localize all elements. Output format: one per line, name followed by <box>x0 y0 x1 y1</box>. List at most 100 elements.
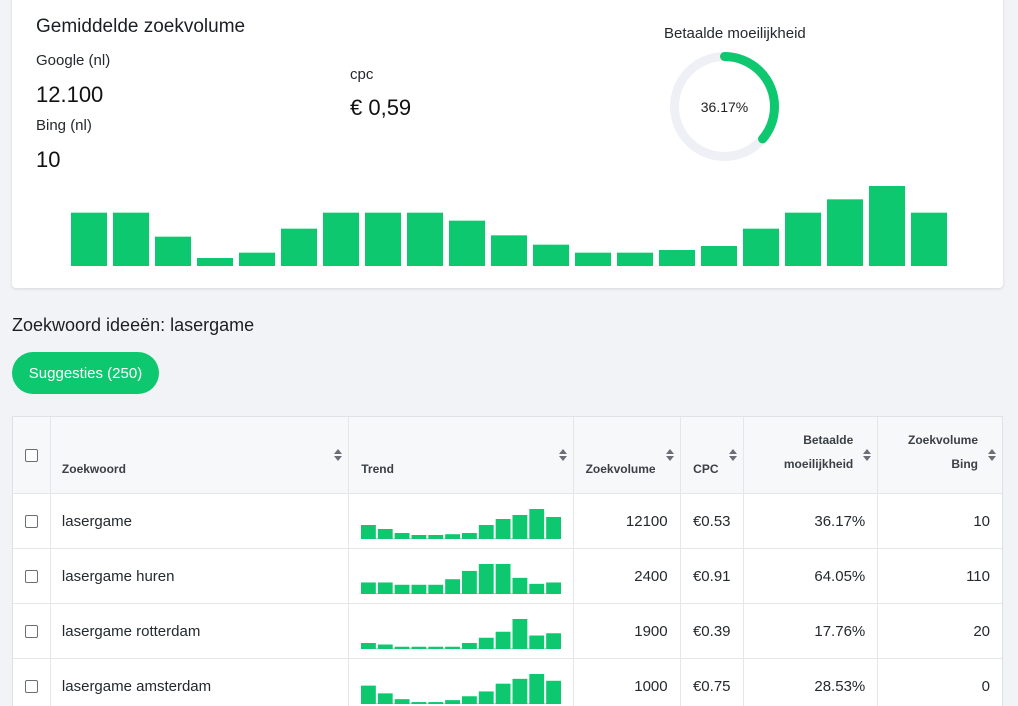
trend-sparkline <box>361 674 562 704</box>
donut-progress-arc <box>670 52 779 161</box>
sort-icon[interactable] <box>863 449 872 461</box>
trend-bar <box>546 582 562 594</box>
trend-bar <box>479 691 494 704</box>
row-select-cell <box>13 604 51 658</box>
bing-volume: 10 <box>36 147 61 172</box>
trend-bar <box>378 693 393 704</box>
summary-card: Gemiddelde zoekvolume Google (nl) 12.100… <box>12 0 1003 288</box>
table-row: lasergame 12100 €0.53 36.17% 10 <box>13 494 1002 549</box>
trend-bar <box>911 212 947 266</box>
trend-bar <box>462 533 478 539</box>
row-keyword[interactable]: lasergame amsterdam <box>51 659 350 706</box>
table-row: lasergame amsterdam 1000 €0.75 28.53% 0 <box>13 659 1002 706</box>
row-checkbox[interactable] <box>24 679 38 693</box>
trend-bar <box>529 509 545 539</box>
trend-bar <box>394 646 410 649</box>
sort-icon[interactable] <box>665 449 674 461</box>
trend-bar <box>512 515 528 539</box>
trend-sparkline <box>361 619 562 649</box>
trend-bar <box>445 579 461 594</box>
trend-bar <box>445 700 461 704</box>
header-volume[interactable]: Zoekvolume <box>574 417 681 493</box>
trend-bar <box>411 584 427 594</box>
suggestions-tab[interactable]: Suggesties (250) <box>12 352 159 394</box>
header-cpc[interactable]: CPC <box>681 417 744 493</box>
trend-bar <box>394 699 410 704</box>
row-checkbox[interactable] <box>24 624 38 638</box>
trend-bar <box>546 633 562 649</box>
header-select-cell <box>13 417 51 493</box>
difficulty-percentage: 36.17% <box>700 98 749 115</box>
trend-bar <box>428 535 444 539</box>
table-header-row: Zoekwoord Trend Zoekvolume CPC Betaalde … <box>13 417 1002 494</box>
trend-bar <box>71 212 107 266</box>
cpc-value: € 0,59 <box>350 95 412 120</box>
header-keyword-label: Zoekwoord <box>61 462 126 476</box>
row-cpc: €0.91 <box>681 549 744 603</box>
header-trend[interactable]: Trend <box>349 417 574 493</box>
trend-bar <box>445 534 461 539</box>
trend-bar <box>428 646 444 649</box>
sort-icon[interactable] <box>728 449 737 461</box>
row-bing-volume: 20 <box>973 622 990 640</box>
sort-icon[interactable] <box>334 449 343 461</box>
row-difficulty: 36.17% <box>744 494 879 548</box>
row-volume: 1900 <box>574 604 681 658</box>
trend-bar <box>495 519 511 539</box>
trend-bar <box>546 517 562 539</box>
trend-bar <box>479 525 494 539</box>
row-cpc: €0.75 <box>681 659 744 706</box>
trend-bar <box>479 564 494 594</box>
google-volume: 12.100 <box>36 82 104 107</box>
trend-bar <box>281 228 317 266</box>
sort-icon[interactable] <box>988 449 997 461</box>
row-cpc: €0.39 <box>681 604 744 658</box>
header-trend-label: Trend <box>361 462 394 476</box>
row-volume: 2400 <box>574 549 681 603</box>
row-trend <box>349 659 574 706</box>
trend-bar <box>495 683 511 704</box>
trend-bar <box>869 186 905 266</box>
row-keyword[interactable]: lasergame huren <box>51 549 350 603</box>
trend-bar <box>529 674 545 704</box>
trend-bar <box>449 220 485 266</box>
difficulty-label: Betaalde moeilijkheid <box>664 25 806 42</box>
select-all-checkbox[interactable] <box>24 448 38 462</box>
trend-bar <box>361 643 377 649</box>
header-bing-volume[interactable]: Zoekvolume Bing <box>878 417 1002 493</box>
header-keyword[interactable]: Zoekwoord <box>51 417 350 493</box>
header-difficulty[interactable]: Betaalde moeilijkheid <box>744 417 879 493</box>
table-row: lasergame huren 2400 €0.91 64.05% 110 <box>13 549 1002 604</box>
row-keyword[interactable]: lasergame rotterdam <box>51 604 350 658</box>
trend-bar <box>445 646 461 649</box>
row-volume: 1000 <box>574 659 681 706</box>
summary-title: Gemiddelde zoekvolume <box>36 16 246 37</box>
row-checkbox[interactable] <box>24 514 38 528</box>
trend-bar <box>529 583 545 594</box>
trend-bar <box>361 582 377 594</box>
cpc-label: cpc <box>350 66 374 83</box>
header-volume-label: Zoekvolume <box>585 462 656 476</box>
row-checkbox[interactable] <box>24 569 38 583</box>
trend-bar <box>491 235 527 266</box>
row-select-cell <box>13 494 51 548</box>
row-trend <box>349 604 574 658</box>
heading-prefix: Zoekwoord ideeën: <box>12 315 166 335</box>
header-bing-label: Zoekvolume Bing <box>907 433 979 471</box>
row-difficulty: 64.05% <box>744 549 879 603</box>
trend-bar <box>743 228 779 266</box>
trend-bar <box>617 252 653 266</box>
trend-bar <box>659 250 695 266</box>
header-cpc-label: CPC <box>693 462 719 476</box>
trend-bar <box>701 246 737 266</box>
trend-bar <box>394 584 410 594</box>
trend-bar <box>155 236 191 266</box>
trend-bar <box>378 644 393 649</box>
trend-bar <box>827 199 863 266</box>
sort-icon[interactable] <box>558 449 567 461</box>
trend-bar <box>197 258 233 266</box>
row-bing-volume: 0 <box>981 677 990 695</box>
monthly-trend-chart <box>71 186 947 266</box>
row-keyword[interactable]: lasergame <box>51 494 350 548</box>
trend-bar <box>462 570 478 594</box>
